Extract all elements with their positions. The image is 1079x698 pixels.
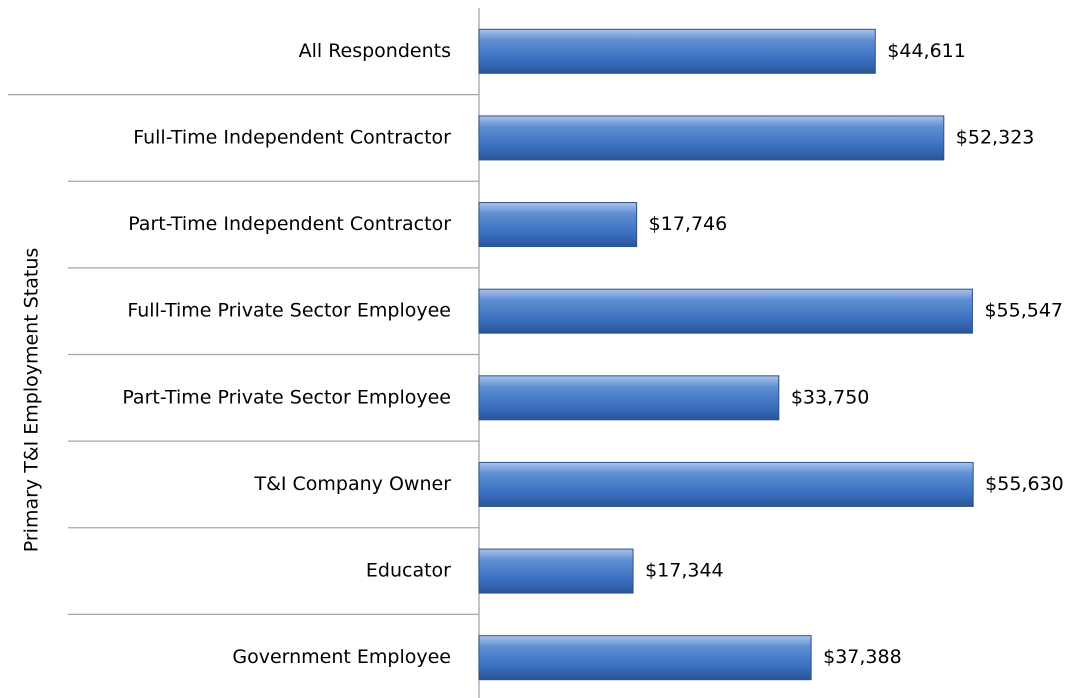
value-label: $17,344	[645, 560, 724, 582]
category-label: Educator	[366, 560, 451, 582]
bar	[478, 28, 876, 74]
bar	[478, 375, 780, 421]
category-label: All Respondents	[299, 40, 451, 62]
category-label: Full-Time Independent Contractor	[133, 126, 451, 148]
category-label: Government Employee	[232, 646, 451, 668]
category-label: Part-Time Private Sector Employee	[122, 386, 451, 408]
bar	[478, 548, 634, 594]
value-label: $55,630	[985, 473, 1064, 495]
y-axis-label: Primary T&I Employment Status	[21, 248, 43, 553]
value-label: $33,750	[791, 386, 870, 408]
value-label: $52,323	[956, 126, 1035, 148]
value-label: $55,547	[984, 300, 1063, 322]
bar	[478, 202, 638, 248]
category-label: T&I Company Owner	[253, 473, 451, 495]
value-label: $17,746	[649, 213, 728, 235]
bar	[478, 288, 973, 334]
category-label: Part-Time Independent Contractor	[128, 213, 451, 235]
bar	[478, 115, 945, 161]
value-label: $44,611	[887, 40, 966, 62]
category-label: Full-Time Private Sector Employee	[127, 300, 451, 322]
bar	[478, 635, 812, 681]
value-label: $37,388	[823, 646, 902, 668]
bar	[478, 461, 974, 507]
